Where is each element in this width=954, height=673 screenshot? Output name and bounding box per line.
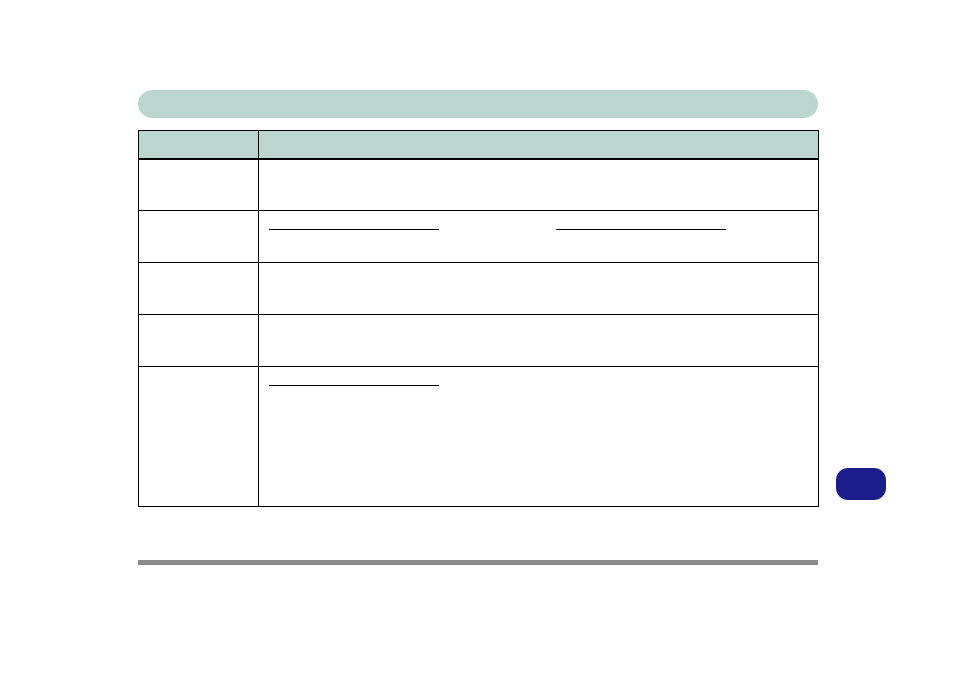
cell-label <box>139 263 259 315</box>
section-title-bar <box>138 90 818 118</box>
underline-segment <box>269 376 439 386</box>
table-header-col1 <box>139 131 259 159</box>
cell-label <box>139 367 259 507</box>
table-row <box>139 159 819 211</box>
table-row <box>139 367 819 507</box>
underline-segment <box>269 220 439 230</box>
cell-label <box>139 315 259 367</box>
cell-value <box>259 159 819 211</box>
table-header-row <box>139 131 819 159</box>
underline-segment <box>556 220 726 230</box>
cell-value <box>259 367 819 507</box>
info-table <box>138 130 819 507</box>
table-row <box>139 263 819 315</box>
table-header-col2 <box>259 131 819 159</box>
cell-label <box>139 211 259 263</box>
underline-gap <box>442 220 552 230</box>
cell-value <box>259 211 819 263</box>
cell-label <box>139 159 259 211</box>
cell-value <box>259 315 819 367</box>
cell-value <box>259 263 819 315</box>
table-row <box>139 211 819 263</box>
page-badge <box>836 468 886 500</box>
table-row <box>139 315 819 367</box>
footer-rule <box>138 560 818 565</box>
